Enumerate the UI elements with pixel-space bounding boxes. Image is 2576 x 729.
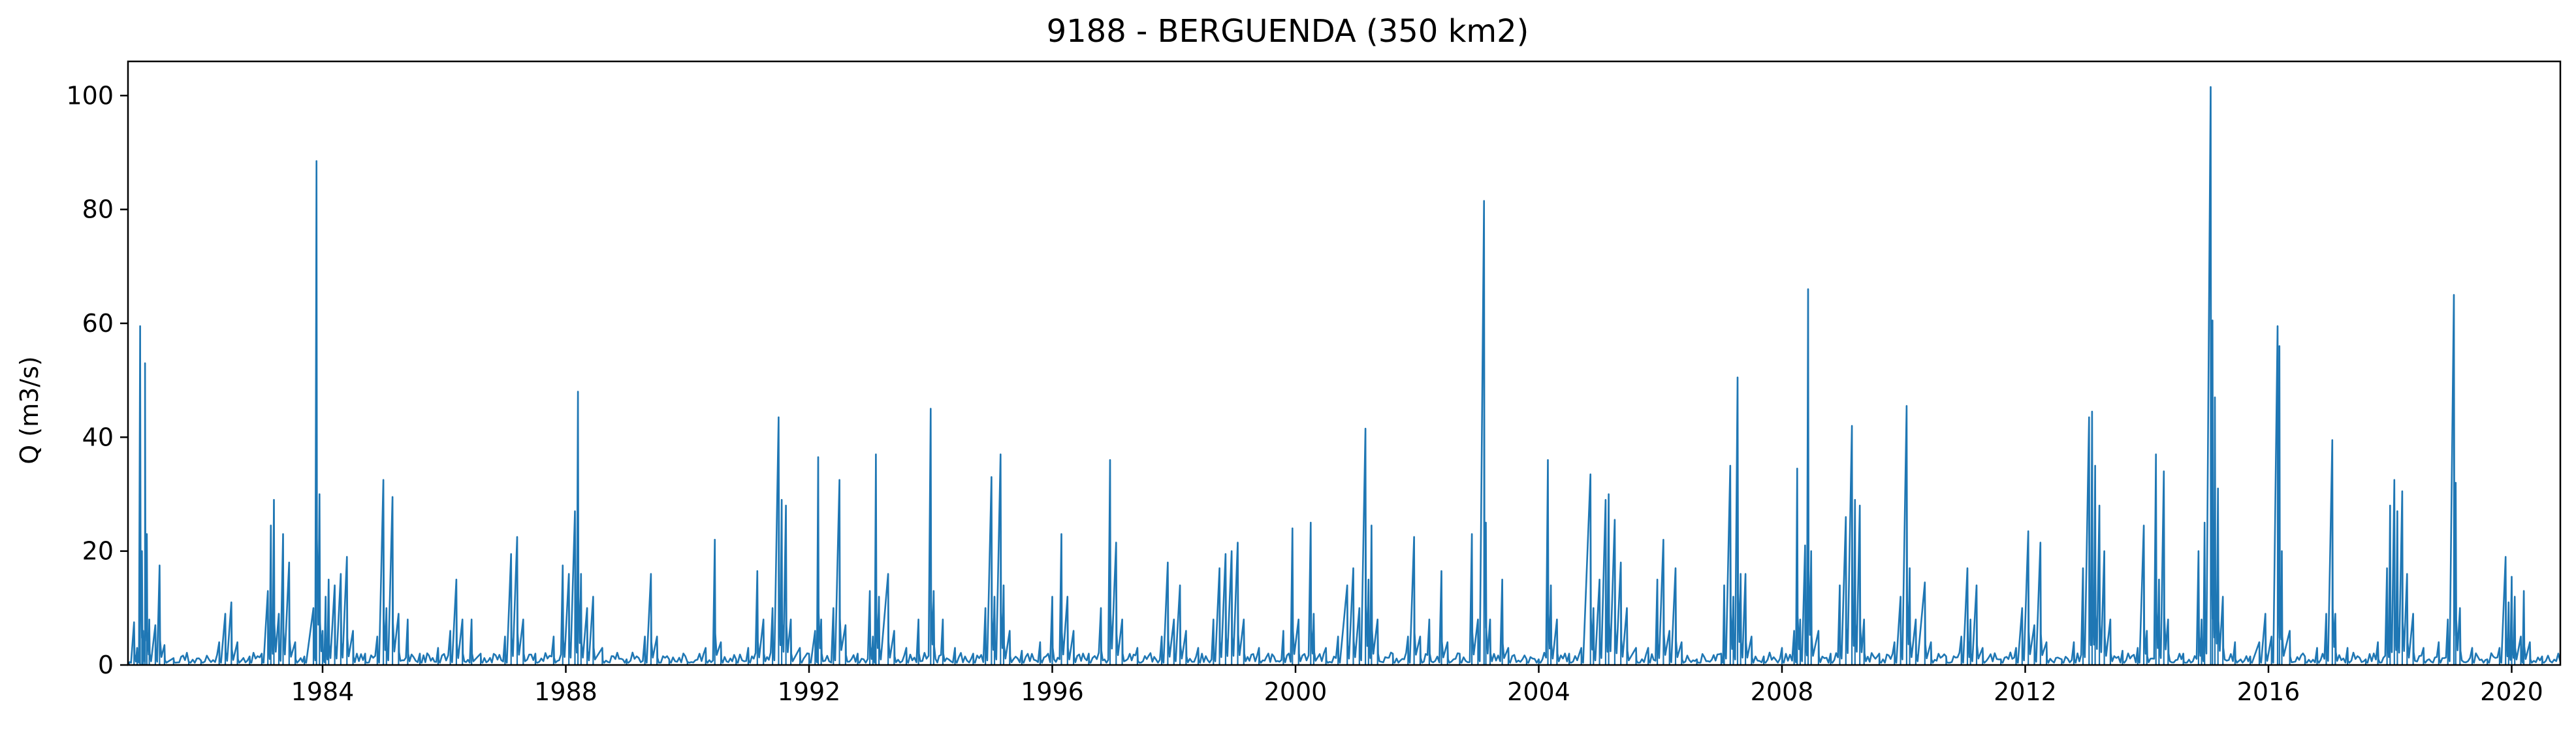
x-tick-label-4: 2000: [1264, 677, 1328, 706]
x-tick-label-5: 2004: [1507, 677, 1570, 706]
y-tick-label-5: 100: [66, 81, 114, 110]
series-layer: [128, 86, 2560, 665]
x-axis: 1984 1988 1992 1996 2000 2004 2008 2012 2016 2020: [291, 665, 2543, 706]
x-tick-label-0: 1984: [291, 677, 355, 706]
x-tick-label-7: 2012: [1994, 677, 2057, 706]
y-axis-label: Q (m3/s): [15, 356, 44, 464]
x-tick-label-8: 2016: [2237, 677, 2300, 706]
y-tick-label-0: 0: [98, 651, 114, 679]
x-tick-label-1: 1988: [534, 677, 597, 706]
y-tick-label-2: 40: [82, 423, 114, 451]
y-axis: 0 20 40 60 80 100: [66, 81, 128, 679]
x-tick-label-3: 1996: [1021, 677, 1084, 706]
chart-title: 9188 - BERGUENDA (350 km2): [1047, 13, 1529, 50]
plot-frame: [127, 60, 2562, 666]
y-tick-label-3: 60: [82, 309, 114, 338]
y-tick-label-1: 20: [82, 537, 114, 566]
plot-area: [128, 86, 2560, 665]
discharge-series-line: [128, 86, 2560, 664]
y-tick-label-4: 80: [82, 195, 114, 224]
x-tick-label-2: 1992: [778, 677, 841, 706]
x-tick-label-9: 2020: [2480, 677, 2543, 706]
x-tick-label-6: 2008: [1751, 677, 1814, 706]
